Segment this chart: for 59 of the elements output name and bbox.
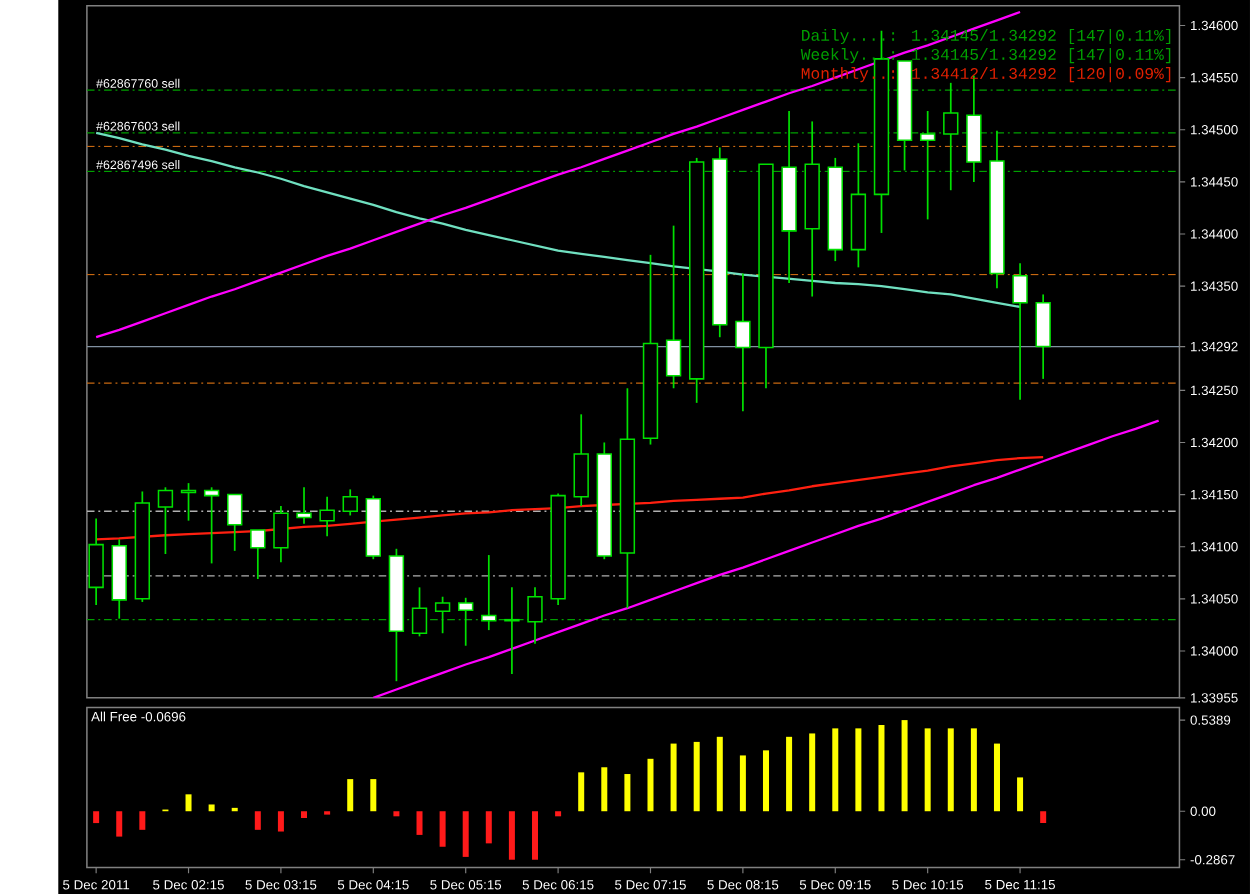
bar [254,811,261,830]
candlestick [273,505,289,564]
bar [93,811,100,823]
bar [185,794,192,812]
bar [347,778,354,812]
bar [485,811,492,844]
bar [601,767,608,812]
bar [277,811,284,832]
bar [832,728,839,812]
bar [878,724,885,812]
bar [393,811,400,817]
bar [739,755,746,812]
bar [693,741,700,812]
candlestick [157,486,174,555]
bar [855,728,862,812]
bar [993,743,1000,812]
bar [762,750,769,812]
bar [439,811,446,847]
bar [116,811,123,837]
candlestick [527,586,543,645]
bar [578,772,585,812]
bar [970,728,977,812]
candlestick [1035,293,1051,380]
bar [809,733,816,812]
bar [670,743,677,812]
bar [532,811,538,860]
candlestick [227,493,243,552]
candlestick [1012,262,1028,401]
bar [370,778,377,812]
bar [301,811,308,818]
bar [508,811,515,860]
candlestick [943,81,959,191]
candlestick [919,110,936,221]
bar [716,736,723,812]
candlestick [296,486,312,525]
bar [947,728,954,812]
candlestick [458,596,474,647]
candlestick [411,586,428,638]
candlestick [573,413,589,507]
bar [901,719,908,812]
candlestick [342,488,358,517]
bar [786,736,793,812]
candlestick [434,595,451,634]
candlestick [735,272,751,412]
bar [624,773,631,812]
bar [416,811,423,835]
bar [139,811,146,830]
bar [1040,811,1047,823]
bar [462,811,469,857]
bar [208,804,215,812]
candlestick [665,224,682,389]
bar [1017,777,1024,812]
candlestick [250,529,266,580]
line-series [372,419,1160,698]
bar [555,811,562,817]
bar [924,728,931,812]
bar [647,758,654,812]
candlestick [88,517,104,606]
candlestick [319,495,335,538]
